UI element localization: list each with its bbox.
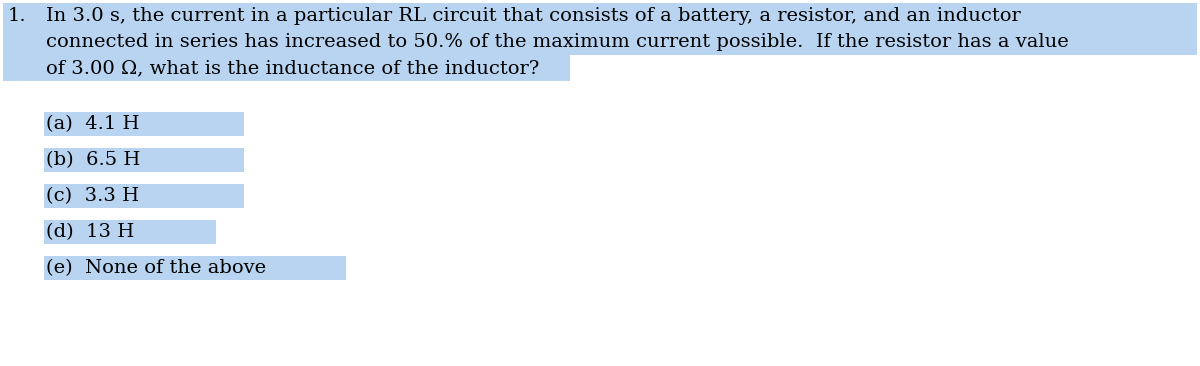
Text: (b)  6.5 H: (b) 6.5 H [46,151,140,169]
Text: connected in series has increased to 50.% of the maximum current possible.  If t: connected in series has increased to 50.… [46,33,1068,51]
Text: (e)  None of the above: (e) None of the above [46,259,265,277]
Text: (a)  4.1 H: (a) 4.1 H [46,115,139,133]
Text: (c)  3.3 H: (c) 3.3 H [46,187,139,205]
Text: (d)  13 H: (d) 13 H [46,223,134,241]
Text: In 3.0 s, the current in a particular RL circuit that consists of a battery, a r: In 3.0 s, the current in a particular RL… [46,7,1020,25]
Text: of 3.00 Ω, what is the inductance of the inductor?: of 3.00 Ω, what is the inductance of the… [46,59,539,77]
Text: 1.: 1. [7,7,26,25]
